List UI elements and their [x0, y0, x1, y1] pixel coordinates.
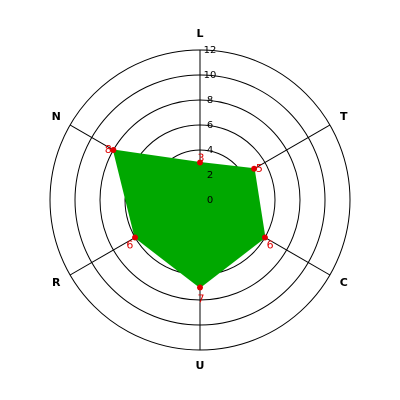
value-label: 6	[126, 239, 133, 252]
r-tick-label: 8	[207, 95, 213, 106]
value-label: 6	[267, 239, 274, 252]
axis-label: R	[52, 276, 61, 289]
marker	[197, 159, 203, 166]
value-label: 5	[256, 162, 263, 175]
axis-label: L	[196, 27, 203, 40]
axis-label: C	[340, 276, 348, 289]
value-label: 3	[198, 152, 205, 165]
marker	[261, 234, 268, 241]
axis-label: U	[196, 359, 205, 372]
value-label: 8	[105, 143, 112, 156]
radar-area	[112, 149, 266, 289]
r-tick-label: 2	[207, 170, 213, 181]
axis-label: N	[52, 110, 61, 123]
r-tick-label: 12	[204, 45, 217, 56]
r-tick-label: 10	[204, 70, 217, 81]
axis-label: T	[340, 110, 348, 123]
marker	[132, 234, 139, 241]
r-tick-label: 0	[207, 195, 213, 206]
marker	[110, 147, 117, 153]
r-tick-label: 6	[207, 120, 213, 131]
r-tick-label: 4	[207, 145, 213, 156]
marker	[251, 165, 258, 172]
value-label: 7	[198, 293, 205, 306]
marker	[197, 284, 203, 291]
